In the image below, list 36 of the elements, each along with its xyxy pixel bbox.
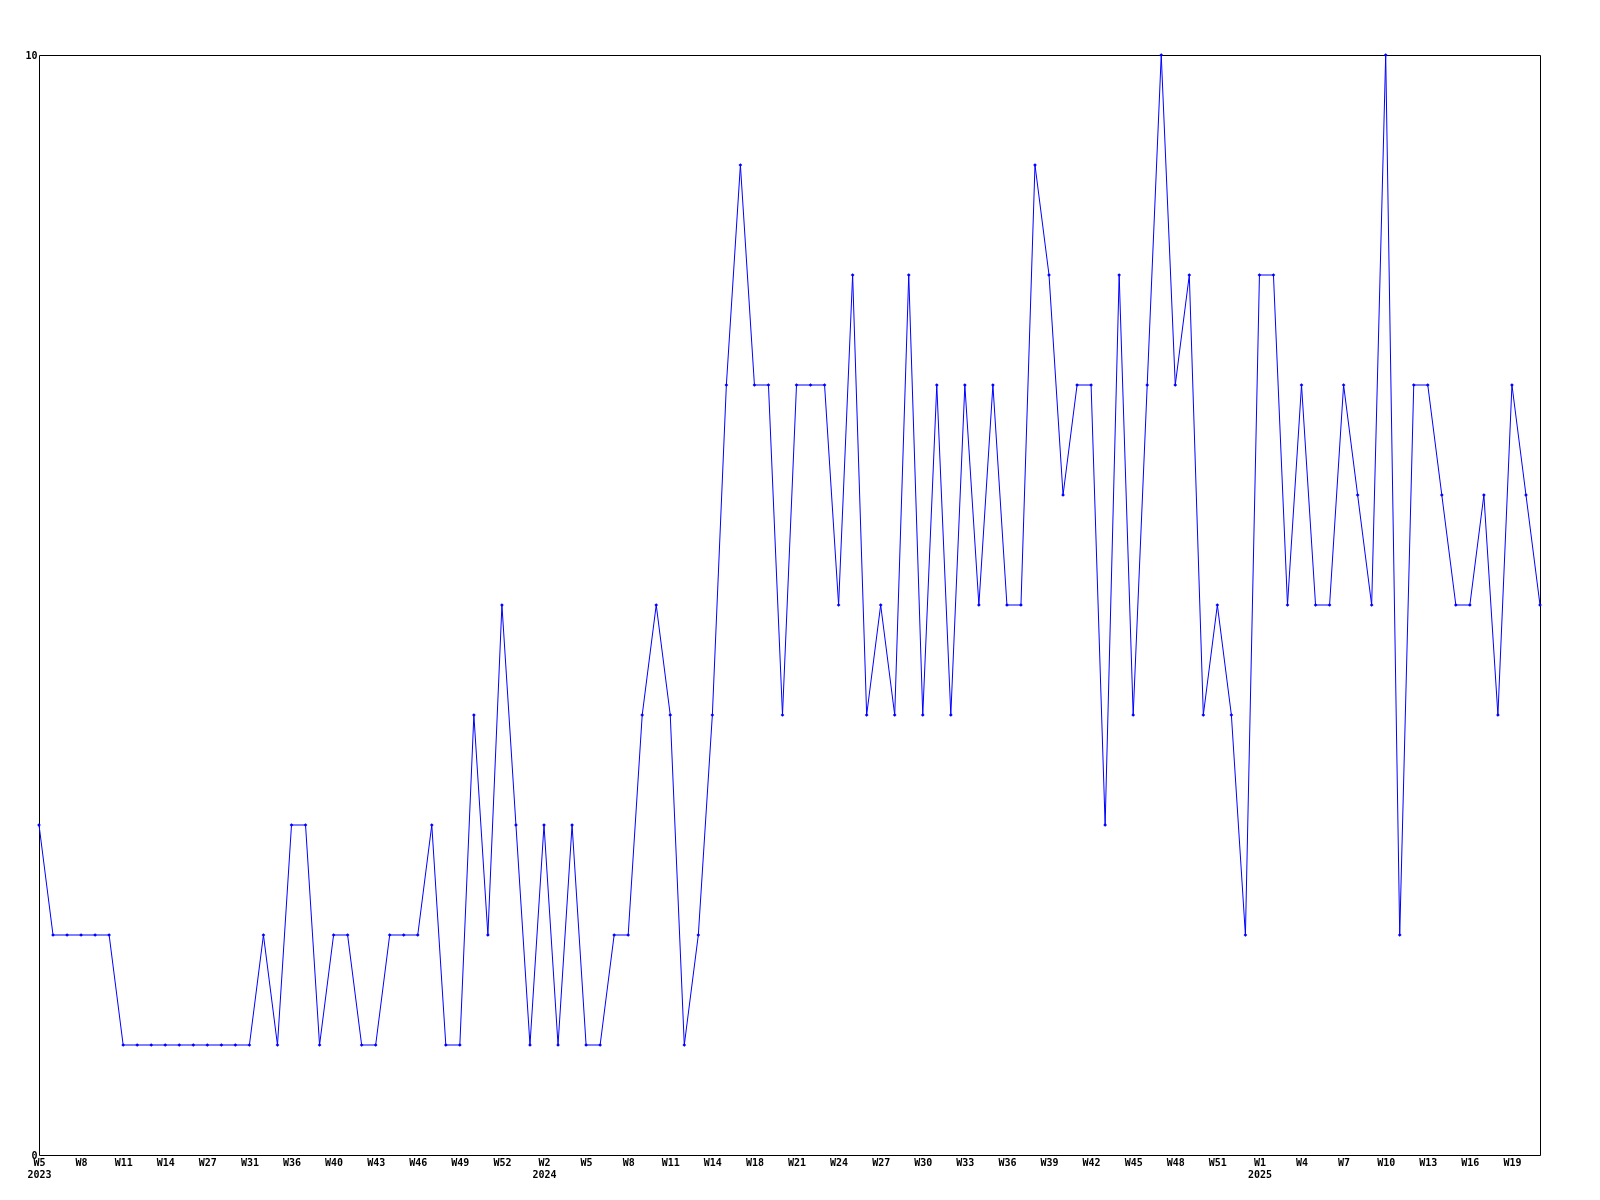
x-tick-label: W31 xyxy=(240,1156,259,1168)
x-tick-label: W19 xyxy=(1503,1156,1522,1168)
x-tick-label: W39 xyxy=(1040,1156,1059,1168)
x-tick-label: W14 xyxy=(703,1156,722,1168)
x-tick-label: W2 2024 xyxy=(532,1156,557,1180)
x-tick-label: W24 xyxy=(830,1156,849,1168)
x-tick-label: W5 xyxy=(580,1156,593,1168)
x-tick-label: W42 xyxy=(1082,1156,1101,1168)
x-tick-label: W27 xyxy=(872,1156,891,1168)
x-tick-label: W33 xyxy=(956,1156,975,1168)
x-tick-label: W18 xyxy=(745,1156,764,1168)
x-tick-label: W16 xyxy=(1461,1156,1480,1168)
x-tick-label: W52 xyxy=(493,1156,512,1168)
x-tick-label: W4 xyxy=(1296,1156,1309,1168)
x-tick-label: W51 xyxy=(1208,1156,1227,1168)
x-tick-label: W43 xyxy=(367,1156,386,1168)
x-tick-label: W8 xyxy=(622,1156,635,1168)
x-tick-label: W40 xyxy=(325,1156,344,1168)
x-tick-label: W36 xyxy=(998,1156,1017,1168)
x-tick-label: W11 xyxy=(661,1156,680,1168)
x-tick-label: W11 xyxy=(114,1156,133,1168)
x-tick-label: W27 xyxy=(198,1156,217,1168)
x-tick-label: W30 xyxy=(914,1156,933,1168)
x-tick-label: W36 xyxy=(282,1156,302,1168)
x-tick-label: W7 xyxy=(1338,1156,1351,1168)
x-tick-label: W48 xyxy=(1166,1156,1185,1168)
x-tick-label: W1 2025 xyxy=(1247,1156,1272,1180)
x-tick-label: W46 xyxy=(409,1156,428,1168)
x-tick-label: W45 xyxy=(1124,1156,1143,1168)
x-tick-label: W8 xyxy=(75,1156,88,1168)
x-tick-label: W21 xyxy=(787,1156,807,1168)
x-tick-label: W49 xyxy=(451,1156,470,1168)
x-tick-label: W13 xyxy=(1419,1156,1438,1168)
y-tick-label: 10 xyxy=(25,49,38,61)
x-tick-label: W14 xyxy=(156,1156,175,1168)
x-tick-label: W10 xyxy=(1377,1156,1396,1168)
